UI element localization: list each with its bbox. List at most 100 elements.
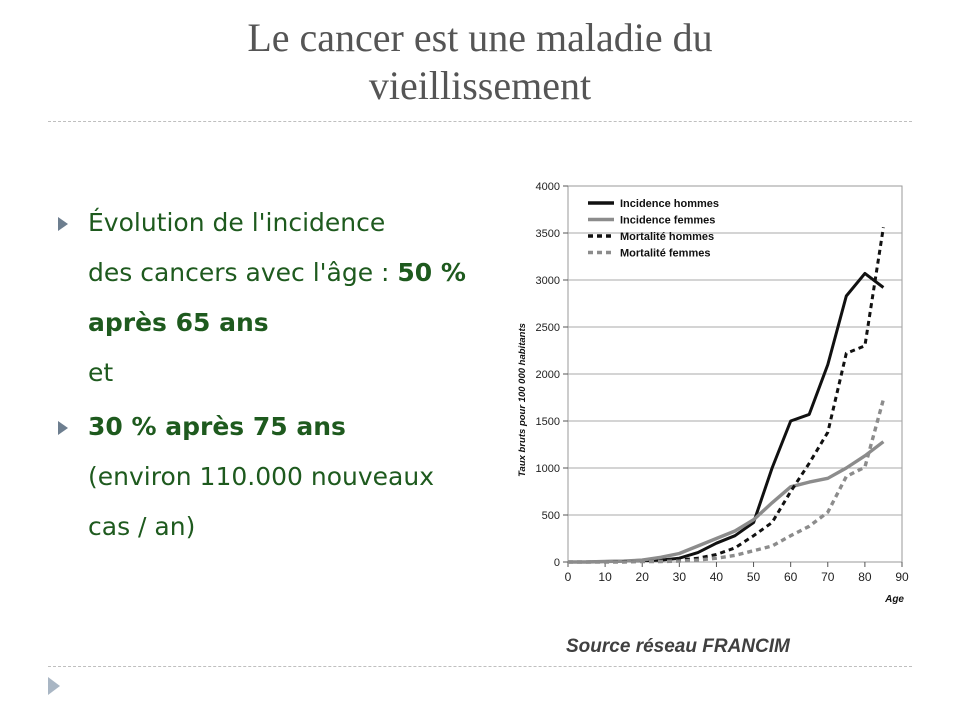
legend-label: Incidence femmes	[620, 215, 715, 227]
series-line-2	[568, 440, 885, 564]
chart-legend: Incidence hommes Incidence femmes Mortalit…	[588, 198, 719, 260]
data-point	[679, 553, 681, 555]
x-tick-label: 60	[784, 570, 798, 584]
data-point	[697, 552, 699, 554]
data-point	[623, 561, 625, 563]
data-point	[604, 561, 606, 563]
bullet2-line3: cas / an)	[88, 512, 196, 541]
data-point	[660, 561, 662, 563]
bullet1-line2-text: des cancers avec l'âge :	[88, 258, 398, 287]
data-point	[716, 542, 718, 544]
data-point	[846, 476, 848, 478]
data-point	[864, 273, 866, 275]
data-point	[734, 555, 736, 557]
data-point	[846, 295, 848, 297]
data-point	[771, 545, 773, 547]
y-tick-label: 2000	[536, 369, 560, 381]
data-point	[864, 455, 866, 457]
data-point	[771, 502, 773, 504]
data-point	[697, 559, 699, 561]
data-point	[660, 557, 662, 559]
data-point	[790, 535, 792, 537]
data-point	[567, 561, 569, 563]
slide-title: Le cancer est une maladie du vieillissem…	[0, 14, 960, 110]
data-point	[846, 353, 848, 355]
chart-axes: Taux bruts pour 100 000 habitants Age 0 5…	[517, 181, 909, 605]
x-tick-label: 40	[710, 570, 724, 584]
data-point	[790, 420, 792, 422]
data-point	[883, 287, 885, 289]
bullet2-line1: 30 % après 75 ans	[88, 412, 346, 441]
data-point	[827, 511, 829, 513]
series-line-4	[568, 398, 886, 564]
data-point	[808, 463, 810, 465]
y-tick-label: 2500	[536, 322, 560, 334]
chart-grid	[567, 185, 903, 563]
series-line-1	[568, 271, 885, 564]
x-tick-label: 20	[636, 570, 650, 584]
chart-series	[567, 227, 886, 564]
data-point	[753, 519, 755, 521]
x-axis-label: Age	[884, 594, 904, 605]
data-point	[790, 486, 792, 488]
y-tick-label: 500	[542, 510, 560, 522]
footer-divider	[48, 666, 912, 667]
bullet1-line4: et	[88, 358, 114, 387]
data-point	[827, 432, 829, 434]
data-point	[734, 530, 736, 532]
bullet-75-ans: 30 % après 75 ans (environ 110.000 nouve…	[56, 402, 496, 552]
y-tick-label: 4000	[536, 181, 560, 193]
data-point	[864, 466, 866, 468]
data-point	[753, 550, 755, 552]
bullet-arrow-icon	[58, 421, 68, 435]
x-tick-label: 10	[598, 570, 612, 584]
bullet-list: Évolution de l'incidence des cancers ave…	[56, 198, 496, 552]
data-point	[790, 491, 792, 493]
data-point	[883, 227, 885, 229]
data-point	[641, 561, 643, 563]
data-point	[827, 478, 829, 480]
x-tick-label: 70	[821, 570, 835, 584]
data-point	[716, 557, 718, 559]
y-tick-label: 1500	[536, 416, 560, 428]
slide-title-line2: vieillissement	[368, 63, 592, 108]
data-point	[771, 522, 773, 524]
data-point	[808, 414, 810, 416]
bullet1-line3: après 65 ans	[88, 308, 269, 337]
data-point	[883, 441, 885, 443]
bullet2-line2: (environ 110.000 nouveaux	[88, 462, 434, 491]
data-point	[883, 399, 885, 401]
x-tick-label: 0	[565, 570, 572, 584]
data-point	[753, 535, 755, 537]
data-point	[679, 560, 681, 562]
y-tick-label: 3500	[536, 228, 560, 240]
y-axis-label: Taux bruts pour 100 000 habitants	[517, 323, 528, 477]
data-point	[734, 535, 736, 537]
bullet-arrow-icon	[58, 217, 68, 231]
data-point	[864, 345, 866, 347]
data-point	[716, 554, 718, 556]
series-line-3	[568, 227, 885, 564]
y-tick-label: 3000	[536, 275, 560, 287]
data-point	[827, 364, 829, 366]
x-tick-label: 90	[895, 570, 909, 584]
data-point	[734, 547, 736, 549]
y-tick-label: 0	[554, 557, 560, 569]
legend-label: Incidence hommes	[620, 198, 719, 210]
data-point	[716, 538, 718, 540]
data-point	[808, 481, 810, 483]
slide-title-line1: Le cancer est une maladie du	[247, 15, 713, 60]
title-divider	[48, 121, 912, 122]
chart-svg: Taux bruts pour 100 000 habitants Age 0 5…	[517, 181, 909, 605]
bullet1-line1: Évolution de l'incidence	[88, 208, 386, 237]
data-point	[808, 526, 810, 528]
x-tick-label: 50	[747, 570, 761, 584]
x-tick-label: 80	[858, 570, 872, 584]
incidence-chart: Taux bruts pour 100 000 habitants Age 0 5…	[510, 170, 910, 610]
data-point	[846, 467, 848, 469]
bullet1-line2-bold: 50 %	[397, 258, 466, 287]
source-caption: Source réseau FRANCIM	[566, 636, 790, 657]
legend-label: Mortalité hommes	[620, 231, 714, 243]
bullet-incidence: Évolution de l'incidence des cancers ave…	[56, 198, 496, 398]
slide-nav-arrow-icon	[48, 677, 60, 695]
